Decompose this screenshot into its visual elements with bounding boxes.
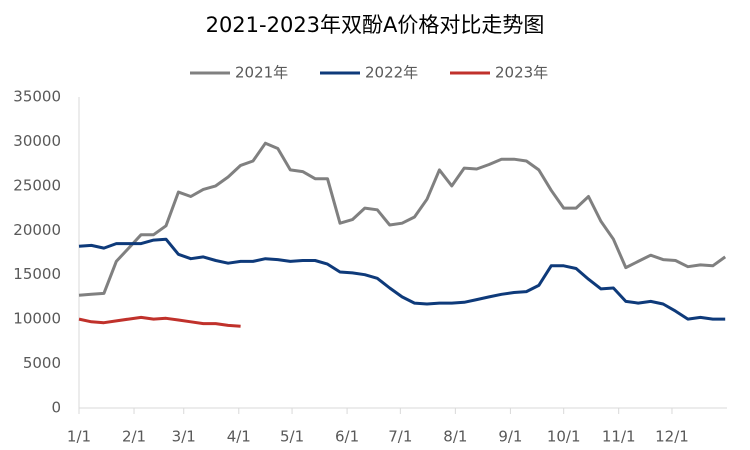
x-tick-label: 3/1 (172, 428, 196, 446)
x-tick-label: 5/1 (280, 428, 304, 446)
x-tick-label: 12/1 (655, 428, 689, 446)
legend-label: 2021年 (235, 64, 288, 82)
x-tick-label: 7/1 (388, 428, 412, 446)
y-tick-label: 35000 (13, 88, 61, 106)
series-line (78, 237, 726, 321)
x-tick-label: 6/1 (335, 428, 359, 446)
x-tick-label: 9/1 (498, 428, 522, 446)
x-tick-label: 4/1 (227, 428, 251, 446)
y-tick-label: 30000 (13, 132, 61, 150)
y-tick-label: 10000 (13, 310, 61, 328)
series-line (78, 141, 727, 297)
x-tick-label: 1/1 (67, 428, 91, 446)
chart-title: 2021-2023年双酚A价格对比走势图 (206, 13, 545, 37)
y-tick-label: 20000 (13, 221, 61, 239)
y-tick-label: 15000 (13, 265, 61, 283)
y-tick-label: 25000 (13, 176, 61, 194)
series-line (78, 315, 241, 328)
x-tick-label: 11/1 (602, 428, 636, 446)
legend-label: 2022年 (365, 64, 418, 82)
y-tick-label: 0 (51, 399, 61, 417)
legend-label: 2023年 (495, 64, 548, 82)
y-tick-label: 5000 (23, 354, 61, 372)
x-tick-label: 8/1 (443, 428, 467, 446)
x-tick-label: 2/1 (122, 428, 146, 446)
x-tick-label: 10/1 (547, 428, 581, 446)
